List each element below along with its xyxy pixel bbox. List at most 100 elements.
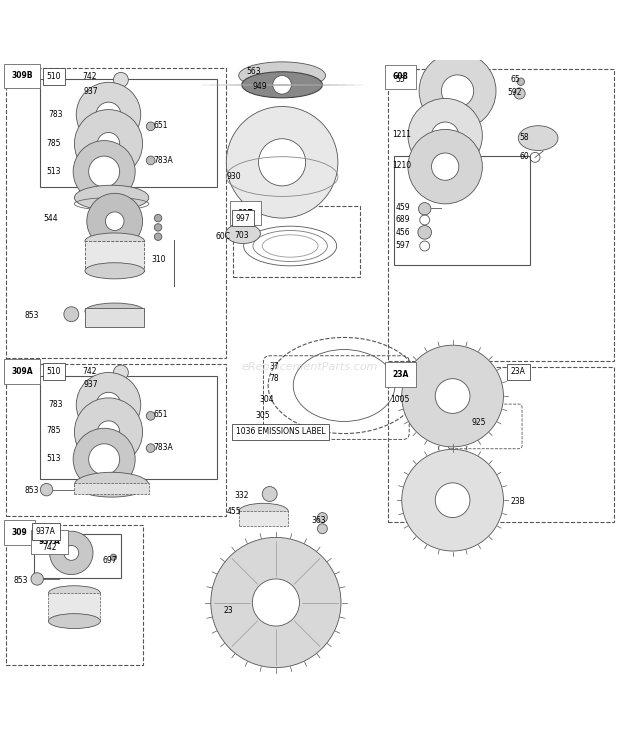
- Circle shape: [514, 88, 525, 99]
- Text: 309A: 309A: [11, 367, 33, 376]
- Ellipse shape: [252, 579, 299, 626]
- Ellipse shape: [89, 156, 120, 187]
- Ellipse shape: [419, 53, 496, 130]
- Text: 310: 310: [152, 255, 166, 264]
- Circle shape: [517, 78, 525, 85]
- Ellipse shape: [211, 537, 341, 667]
- Text: 563: 563: [247, 67, 262, 75]
- Text: 937: 937: [84, 87, 99, 95]
- Ellipse shape: [97, 421, 120, 443]
- Text: 697: 697: [102, 556, 117, 565]
- Circle shape: [146, 411, 155, 420]
- Bar: [48, 593, 100, 621]
- Ellipse shape: [435, 379, 470, 414]
- Circle shape: [69, 536, 79, 545]
- Circle shape: [31, 573, 43, 585]
- Text: 783: 783: [48, 110, 63, 119]
- Text: 925: 925: [471, 418, 485, 427]
- Text: 513: 513: [46, 454, 61, 462]
- Text: 309B: 309B: [11, 71, 33, 80]
- Text: 742: 742: [82, 73, 97, 81]
- Text: 1005: 1005: [391, 394, 410, 403]
- Text: 305: 305: [255, 411, 270, 420]
- Text: 937A: 937A: [36, 527, 56, 536]
- Circle shape: [146, 122, 155, 131]
- Ellipse shape: [518, 126, 558, 150]
- Text: 853: 853: [14, 576, 28, 585]
- Text: 608: 608: [392, 73, 409, 81]
- Ellipse shape: [74, 110, 143, 178]
- Circle shape: [273, 75, 291, 94]
- Text: 23A: 23A: [511, 367, 526, 377]
- Text: 513: 513: [46, 167, 61, 176]
- Ellipse shape: [432, 122, 459, 149]
- Text: eReplacementParts.com: eReplacementParts.com: [242, 362, 378, 372]
- Text: 304: 304: [259, 394, 274, 403]
- Circle shape: [113, 365, 128, 380]
- Ellipse shape: [441, 75, 474, 107]
- Circle shape: [107, 84, 123, 101]
- Circle shape: [154, 223, 162, 231]
- Circle shape: [146, 444, 155, 452]
- Ellipse shape: [259, 138, 306, 186]
- Text: 937: 937: [84, 380, 99, 389]
- Text: 703: 703: [234, 231, 249, 240]
- Text: 853: 853: [25, 486, 39, 495]
- Ellipse shape: [97, 132, 120, 155]
- Circle shape: [107, 378, 123, 394]
- Ellipse shape: [96, 392, 121, 417]
- Ellipse shape: [76, 372, 141, 437]
- Text: 592: 592: [507, 88, 521, 97]
- Ellipse shape: [96, 102, 121, 127]
- Text: 785: 785: [46, 139, 61, 148]
- Ellipse shape: [432, 153, 459, 181]
- Circle shape: [418, 226, 432, 239]
- Text: 23: 23: [223, 606, 233, 615]
- Text: 997: 997: [236, 214, 250, 223]
- Text: 742: 742: [42, 543, 56, 553]
- Text: 930: 930: [226, 172, 241, 181]
- Text: 60: 60: [520, 152, 529, 161]
- Ellipse shape: [408, 98, 482, 173]
- Circle shape: [64, 307, 79, 322]
- Ellipse shape: [73, 428, 135, 491]
- Ellipse shape: [87, 193, 143, 249]
- Text: 853: 853: [25, 311, 39, 320]
- Bar: [74, 482, 149, 494]
- Text: 55: 55: [396, 75, 405, 84]
- Bar: [85, 308, 144, 326]
- Text: 1036 EMISSIONS LABEL: 1036 EMISSIONS LABEL: [236, 428, 326, 437]
- Circle shape: [113, 73, 128, 87]
- Text: 23A: 23A: [392, 370, 409, 379]
- Text: 783A: 783A: [153, 443, 173, 452]
- Circle shape: [317, 524, 327, 534]
- Text: 783A: 783A: [153, 156, 173, 165]
- Ellipse shape: [408, 130, 482, 204]
- Bar: [239, 511, 288, 526]
- Text: 37: 37: [270, 363, 280, 371]
- Text: 544: 544: [43, 214, 58, 223]
- Ellipse shape: [74, 398, 143, 466]
- Text: 455: 455: [226, 507, 241, 516]
- Text: 651: 651: [153, 121, 167, 130]
- Text: 742: 742: [82, 367, 97, 376]
- Ellipse shape: [402, 345, 503, 447]
- Text: 456: 456: [396, 228, 410, 237]
- Ellipse shape: [226, 223, 260, 243]
- Text: 597: 597: [396, 241, 410, 251]
- Ellipse shape: [74, 472, 149, 497]
- Ellipse shape: [76, 82, 141, 147]
- Circle shape: [262, 487, 277, 502]
- Ellipse shape: [239, 503, 288, 519]
- Ellipse shape: [435, 482, 470, 517]
- Ellipse shape: [89, 444, 120, 475]
- Ellipse shape: [74, 185, 149, 210]
- Circle shape: [154, 215, 162, 222]
- Text: 937A: 937A: [39, 537, 61, 546]
- Ellipse shape: [85, 233, 144, 249]
- Text: 332: 332: [234, 491, 249, 500]
- Text: 949: 949: [253, 81, 268, 90]
- Text: 60C: 60C: [216, 232, 231, 241]
- Text: 459: 459: [396, 203, 410, 212]
- Ellipse shape: [226, 107, 338, 218]
